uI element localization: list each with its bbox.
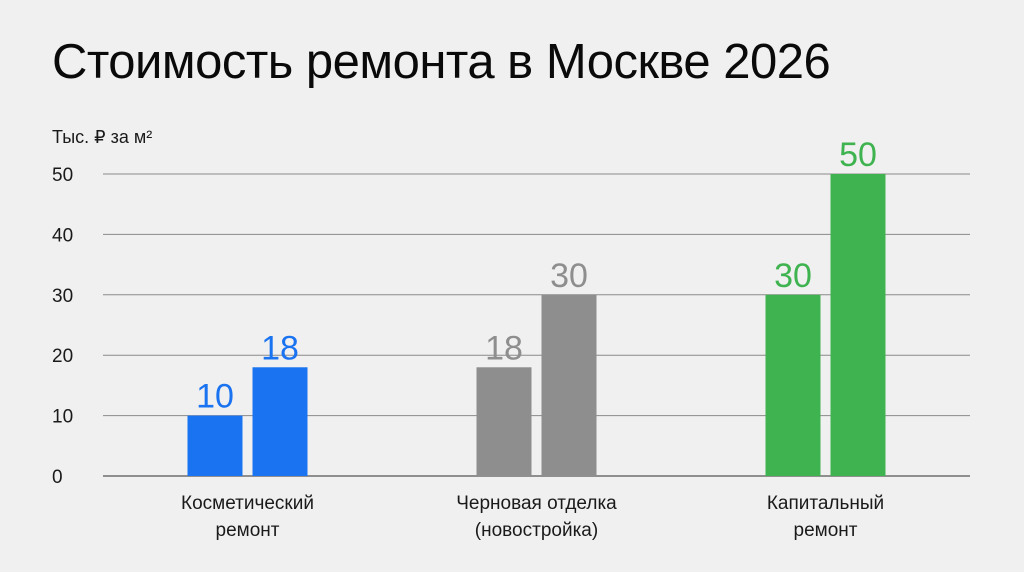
data-label: 50 bbox=[839, 136, 877, 174]
gridlines bbox=[103, 173, 970, 477]
chart-title: Стоимость ремонта в Москве 2026 bbox=[52, 35, 831, 89]
category-label: ремонт bbox=[794, 520, 858, 541]
data-label: 10 bbox=[196, 378, 234, 416]
y-tick-label: 0 bbox=[52, 467, 63, 488]
category-label: Косметический bbox=[181, 493, 314, 514]
y-tick-label: 50 bbox=[52, 165, 73, 186]
bars bbox=[187, 174, 886, 476]
y-tick-label: 30 bbox=[52, 286, 73, 307]
category-label: Черновая отделка bbox=[456, 493, 617, 514]
bar-2-1 bbox=[830, 174, 886, 476]
bar-1-1 bbox=[541, 294, 597, 476]
data-label: 30 bbox=[774, 257, 812, 295]
data-label: 18 bbox=[485, 329, 523, 367]
y-tick-label: 40 bbox=[52, 225, 73, 246]
bar-2-0 bbox=[765, 294, 821, 476]
bar-0-1 bbox=[252, 367, 308, 476]
bar-1-0 bbox=[476, 367, 532, 476]
y-tick-label: 10 bbox=[52, 407, 73, 428]
data-labels: 10 18 18 30 30 50 bbox=[196, 136, 877, 416]
data-label: 18 bbox=[261, 329, 299, 367]
y-tick-label: 20 bbox=[52, 346, 73, 367]
y-axis-unit-label: Тыс. ₽ за м² bbox=[52, 127, 152, 147]
y-axis-ticks: 0 10 20 30 40 50 bbox=[52, 165, 73, 488]
category-labels: Косметический ремонт Черновая отделка (ново… bbox=[181, 493, 884, 541]
category-label: ремонт bbox=[216, 520, 280, 541]
data-label: 30 bbox=[550, 257, 588, 295]
bar-0-0 bbox=[187, 415, 243, 476]
category-label: (новостройка) bbox=[475, 520, 598, 541]
category-label: Капитальный bbox=[767, 493, 884, 514]
